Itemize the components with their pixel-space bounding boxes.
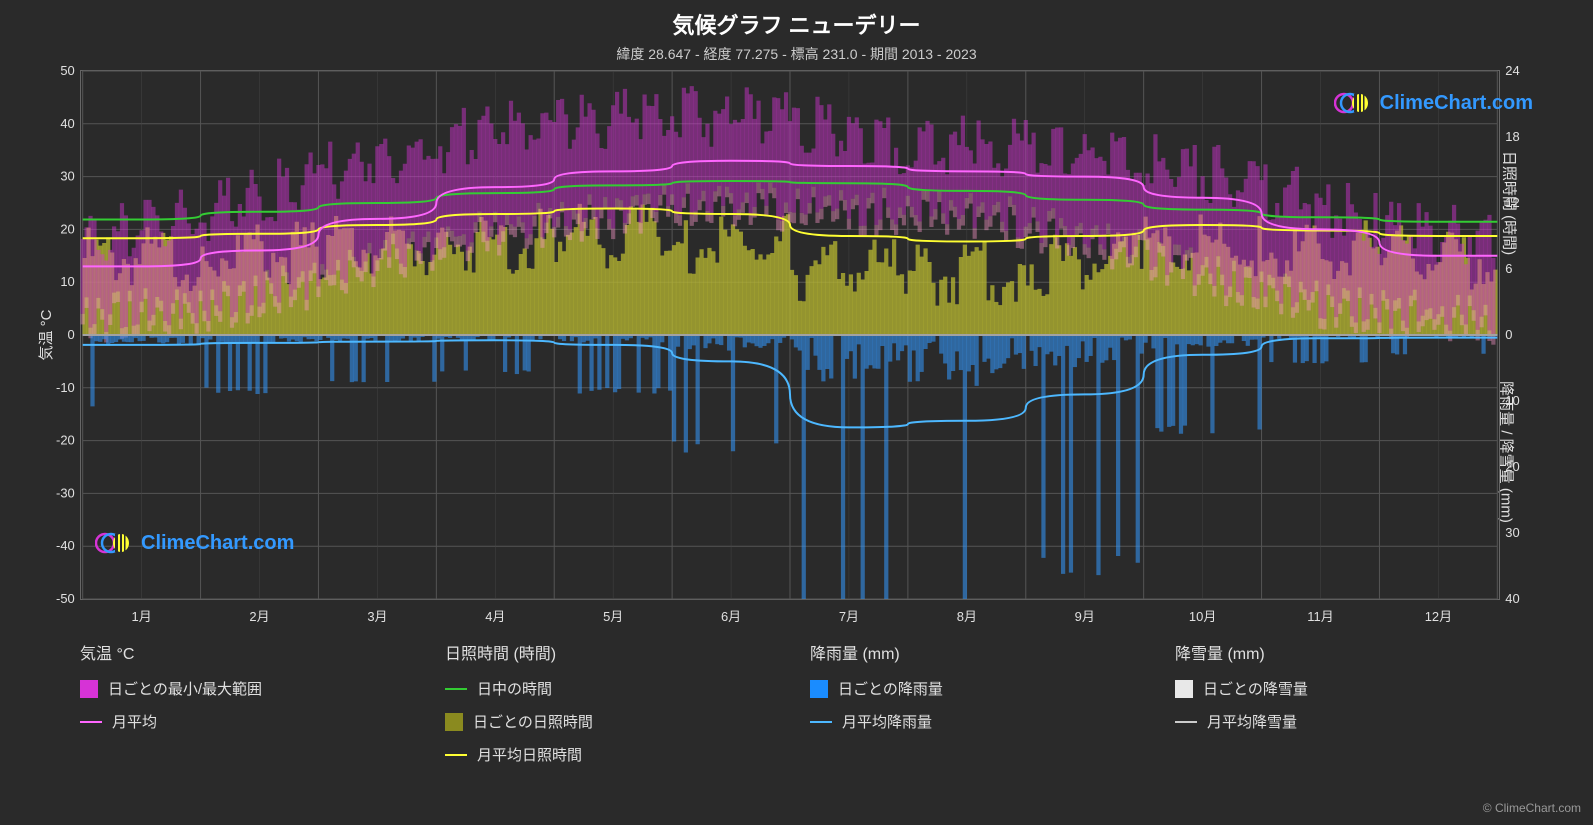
svg-text:50: 50 [60,63,74,78]
svg-text:12月: 12月 [1425,609,1452,624]
legend-swatch [810,680,828,698]
svg-text:-10: -10 [56,380,75,395]
svg-text:4月: 4月 [485,609,505,624]
legend-item: 日ごとの日照時間 [445,711,770,732]
legend-label: 月平均降雪量 [1207,711,1297,732]
chart-subtitle: 緯度 28.647 - 経度 77.275 - 標高 231.0 - 期間 20… [0,44,1593,64]
watermark-bottom: ClimeChart.com [95,530,294,556]
svg-text:-30: -30 [56,485,75,500]
legend-heading: 降雨量 (mm) [810,640,1135,664]
copyright-text: © ClimeChart.com [1483,801,1581,815]
legend-item: 日ごとの降雨量 [810,678,1135,699]
legend-item: 日ごとの降雪量 [1175,678,1500,699]
legend-swatch [445,754,467,756]
legend-item: 月平均日照時間 [445,744,770,765]
legend: 気温 °C 日ごとの最小/最大範囲月平均 日照時間 (時間) 日中の時間日ごとの… [80,640,1500,777]
legend-col-snow: 降雪量 (mm) 日ごとの降雪量月平均降雪量 [1175,640,1500,777]
legend-col-rain: 降雨量 (mm) 日ごとの降雨量月平均降雨量 [810,640,1135,777]
legend-col-sunshine: 日照時間 (時間) 日中の時間日ごとの日照時間月平均日照時間 [445,640,770,777]
chart-title: 気候グラフ ニューデリー [0,8,1593,40]
legend-label: 日ごとの日照時間 [473,711,593,732]
y-axis-left-label: 気温 °C [35,310,56,361]
legend-item: 月平均降雨量 [810,711,1135,732]
svg-text:0: 0 [68,327,75,342]
svg-text:2月: 2月 [249,609,269,624]
legend-heading: 降雪量 (mm) [1175,640,1500,664]
svg-text:-20: -20 [56,433,75,448]
watermark-logo-icon [95,530,133,556]
legend-label: 月平均 [112,711,157,732]
legend-swatch [445,713,463,731]
svg-text:30: 30 [60,169,74,184]
legend-swatch [1175,680,1193,698]
svg-text:3月: 3月 [367,609,387,624]
svg-text:20: 20 [60,221,74,236]
watermark-text: ClimeChart.com [1380,92,1533,115]
svg-text:9月: 9月 [1075,609,1095,624]
svg-text:1月: 1月 [132,609,152,624]
legend-label: 日ごとの最小/最大範囲 [108,678,262,699]
legend-item: 月平均降雪量 [1175,711,1500,732]
svg-text:11月: 11月 [1307,609,1333,624]
legend-label: 日ごとの降雪量 [1203,678,1308,699]
legend-swatch [80,680,98,698]
watermark-top: ClimeChart.com [1334,90,1533,116]
legend-swatch [810,721,832,723]
svg-text:40: 40 [1505,591,1519,606]
legend-heading: 日照時間 (時間) [445,640,770,664]
plot-svg: 50403020100-10-20-30-40-5024181260102030… [80,70,1500,600]
legend-label: 日中の時間 [477,678,552,699]
svg-text:12: 12 [1505,195,1519,210]
legend-label: 月平均降雨量 [842,711,932,732]
svg-text:0: 0 [1505,327,1512,342]
watermark-logo-icon [1334,90,1372,116]
svg-text:7月: 7月 [839,609,859,624]
svg-text:24: 24 [1505,63,1519,78]
svg-text:10月: 10月 [1189,609,1216,624]
legend-swatch [445,688,467,690]
svg-text:6月: 6月 [721,609,741,624]
watermark-text: ClimeChart.com [141,532,294,555]
svg-text:6: 6 [1505,261,1512,276]
legend-col-temp: 気温 °C 日ごとの最小/最大範囲月平均 [80,640,405,777]
title-block: 気候グラフ ニューデリー 緯度 28.647 - 経度 77.275 - 標高 … [0,0,1593,64]
chart-area: 気温 °C 日照時間 (時間) 降雨量 / 降雪量 (mm) 504030201… [80,70,1500,600]
svg-text:18: 18 [1505,129,1519,144]
svg-text:20: 20 [1505,459,1519,474]
svg-text:10: 10 [60,274,74,289]
svg-text:8月: 8月 [957,609,977,624]
svg-text:-40: -40 [56,538,75,553]
legend-item: 月平均 [80,711,405,732]
svg-text:30: 30 [1505,525,1519,540]
legend-swatch [1175,721,1197,723]
svg-text:40: 40 [60,116,74,131]
svg-text:5月: 5月 [603,609,623,624]
legend-item: 日ごとの最小/最大範囲 [80,678,405,699]
svg-text:-50: -50 [56,591,75,606]
legend-label: 日ごとの降雨量 [838,678,943,699]
svg-text:10: 10 [1505,393,1519,408]
legend-item: 日中の時間 [445,678,770,699]
legend-swatch [80,721,102,723]
legend-heading: 気温 °C [80,640,405,664]
legend-label: 月平均日照時間 [477,744,582,765]
